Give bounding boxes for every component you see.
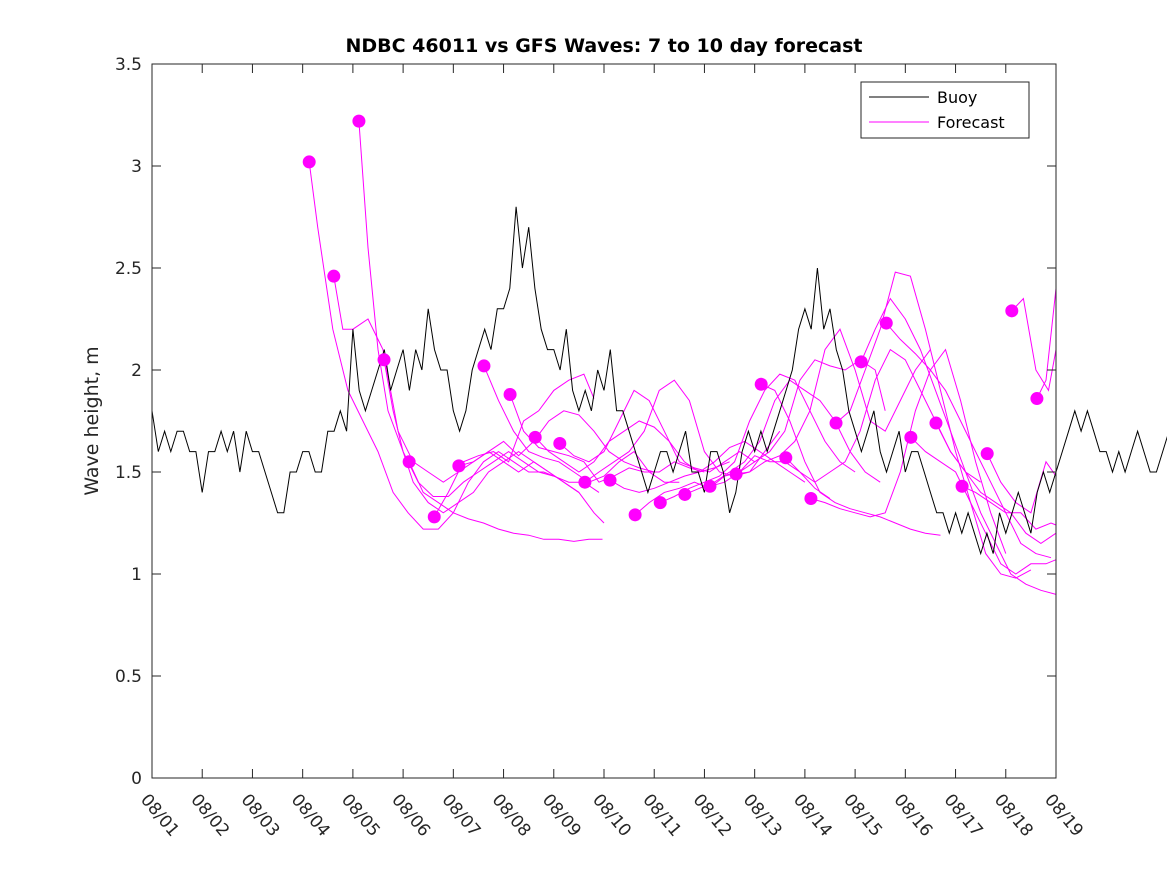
forecast-point [955, 479, 969, 493]
forecast-line-14 [660, 373, 856, 504]
forecast-point [452, 459, 466, 473]
y-tick-label: 0.5 [115, 667, 142, 687]
y-tick-label: 2 [131, 361, 142, 381]
y-axis: 0 0.5 1 1.5 2 2.5 3 3.5 [115, 55, 1056, 789]
forecast-line-28 [1011, 297, 1057, 392]
forecast-point [653, 496, 667, 510]
forecast-point [729, 467, 743, 481]
forecast-line-4 [408, 461, 603, 542]
plot-area [151, 114, 1167, 595]
forecast-point [553, 436, 567, 450]
legend-box [860, 81, 1030, 139]
forecast-point [327, 269, 341, 283]
forecast-point [302, 155, 316, 169]
forecast-point [829, 416, 843, 430]
forecast-point [477, 359, 491, 373]
forecast-point [879, 316, 893, 330]
y-tick-label: 3 [131, 157, 142, 177]
forecast-point [678, 487, 692, 501]
forecast-point [703, 479, 717, 493]
forecast-line-10 [559, 389, 755, 473]
forecast-line-15 [684, 379, 881, 495]
forecast-point [980, 447, 994, 461]
chart-title: NDBC 46011 vs GFS Waves: 7 to 10 day for… [345, 35, 862, 57]
forecast-point [628, 508, 642, 522]
y-tick-label: 1 [131, 565, 142, 585]
forecast-line-23 [885, 322, 1052, 559]
forecast-point [754, 377, 768, 391]
forecast-point [352, 114, 366, 128]
y-tick-label: 2.5 [115, 259, 142, 279]
forecast-point [402, 455, 416, 469]
forecast-line-26 [961, 485, 1057, 530]
forecast-point [854, 355, 868, 369]
forecast-line-12 [609, 440, 806, 493]
forecast-line-17 [736, 328, 931, 475]
forecast-line-21 [835, 271, 1032, 579]
forecast-line-3 [383, 359, 605, 524]
y-tick-label: 1.5 [115, 463, 142, 483]
buoy-series [151, 206, 1167, 556]
forecast-line-29 [1036, 288, 1057, 399]
forecast-line-0 [308, 161, 554, 530]
forecast-point [427, 510, 441, 524]
legend-label-forecast: Forecast [937, 113, 1005, 132]
forecast-point [904, 430, 918, 444]
forecast-line-24 [910, 436, 1057, 575]
legend: Buoy Forecast [860, 81, 1030, 139]
forecast-point [578, 475, 592, 489]
forecast-point [528, 430, 542, 444]
forecast-point [1030, 392, 1044, 406]
forecast-line-25 [935, 422, 1057, 545]
forecast-point [779, 451, 793, 465]
buoy-line [151, 206, 1167, 556]
forecast-point [1005, 304, 1019, 318]
forecast-point [929, 416, 943, 430]
y-axis-label: Wave height, m [81, 346, 103, 495]
legend-label-buoy: Buoy [937, 88, 977, 107]
forecast-point [804, 492, 818, 506]
forecast-line-18 [760, 383, 941, 536]
y-tick-label: 3.5 [115, 55, 142, 75]
forecast-line-9 [534, 420, 730, 473]
forecast-point [503, 387, 517, 401]
y-tick-label: 0 [131, 769, 142, 789]
forecast-points [302, 114, 1044, 524]
forecast-point [603, 473, 617, 487]
forecast-line-22 [860, 297, 1057, 595]
forecast-point [377, 353, 391, 367]
forecast-lines [308, 121, 1057, 595]
